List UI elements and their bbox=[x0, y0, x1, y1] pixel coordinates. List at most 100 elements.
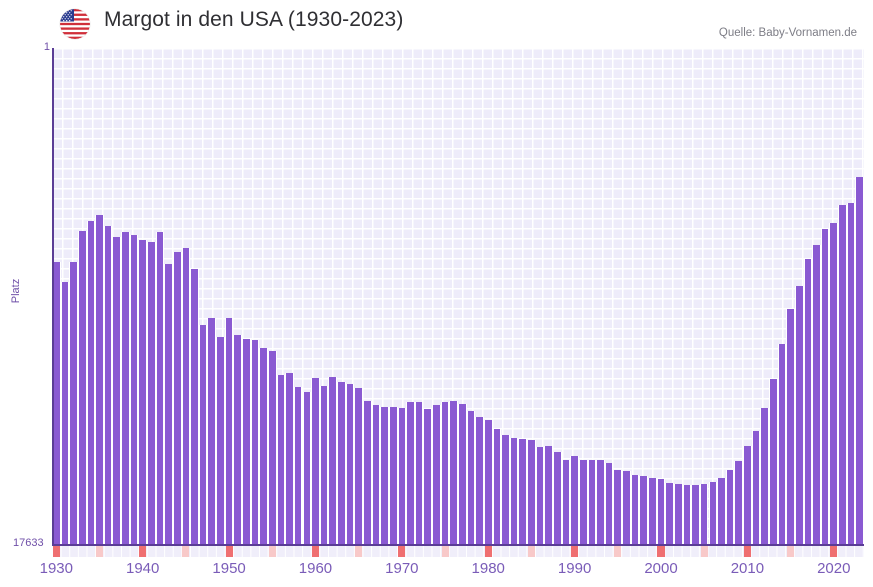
bar-1948[interactable] bbox=[207, 318, 217, 544]
bar-2002[interactable] bbox=[673, 483, 683, 544]
bar-2000[interactable] bbox=[656, 479, 666, 544]
bar-1974[interactable] bbox=[432, 405, 441, 544]
bar-2023[interactable] bbox=[855, 176, 864, 544]
bar-1980[interactable] bbox=[483, 419, 493, 544]
bar-2013[interactable] bbox=[768, 378, 778, 544]
bar-1959[interactable] bbox=[302, 392, 312, 544]
bar-1950[interactable] bbox=[224, 317, 234, 544]
bar-1978[interactable] bbox=[466, 410, 476, 544]
bar-1985[interactable] bbox=[527, 440, 536, 544]
bar-1960[interactable] bbox=[311, 378, 320, 544]
bar-1949[interactable] bbox=[216, 337, 225, 544]
bar-2005[interactable] bbox=[699, 483, 709, 544]
bar-2011[interactable] bbox=[751, 430, 761, 544]
bar-1931[interactable] bbox=[60, 282, 70, 544]
bar-1947[interactable] bbox=[198, 325, 208, 544]
x-axis-tick-strip bbox=[52, 546, 864, 557]
bar-1997[interactable] bbox=[630, 475, 640, 544]
bar-1957[interactable] bbox=[285, 373, 294, 544]
bar-series bbox=[52, 48, 864, 544]
bar-1969[interactable] bbox=[388, 407, 398, 544]
bar-1967[interactable] bbox=[371, 405, 381, 544]
bar-1968[interactable] bbox=[380, 407, 389, 544]
bar-1942[interactable] bbox=[155, 232, 165, 544]
bar-1956[interactable] bbox=[276, 375, 286, 544]
bar-1999[interactable] bbox=[648, 478, 657, 544]
bar-1982[interactable] bbox=[501, 435, 510, 544]
bar-1996[interactable] bbox=[622, 470, 631, 544]
bar-1977[interactable] bbox=[458, 403, 467, 544]
bar-1932[interactable] bbox=[69, 262, 78, 544]
bar-1998[interactable] bbox=[639, 475, 649, 544]
bar-1958[interactable] bbox=[293, 386, 303, 544]
bar-1989[interactable] bbox=[561, 460, 571, 544]
bar-1979[interactable] bbox=[475, 417, 484, 544]
bar-1965[interactable] bbox=[354, 388, 363, 544]
bar-1995[interactable] bbox=[613, 469, 623, 544]
bar-1972[interactable] bbox=[414, 402, 424, 544]
bar-1953[interactable] bbox=[250, 340, 260, 544]
bar-1939[interactable] bbox=[129, 235, 139, 544]
x-tick-minor-2005 bbox=[700, 546, 708, 557]
bar-2003[interactable] bbox=[682, 484, 692, 544]
bar-1954[interactable] bbox=[259, 348, 268, 544]
bar-1933[interactable] bbox=[77, 231, 87, 544]
x-axis-label-1940: 1940 bbox=[126, 560, 160, 577]
bar-1936[interactable] bbox=[103, 226, 113, 544]
bar-1941[interactable] bbox=[147, 242, 156, 544]
bar-1946[interactable] bbox=[190, 268, 199, 544]
bar-1934[interactable] bbox=[86, 220, 96, 544]
bar-1988[interactable] bbox=[553, 451, 562, 544]
bar-2014[interactable] bbox=[777, 343, 787, 544]
bar-1973[interactable] bbox=[423, 409, 433, 544]
bar-2007[interactable] bbox=[717, 477, 726, 544]
bar-2019[interactable] bbox=[820, 228, 830, 544]
bar-2020[interactable] bbox=[829, 222, 839, 544]
bar-2009[interactable] bbox=[734, 461, 744, 544]
bar-2021[interactable] bbox=[838, 204, 847, 544]
bar-1976[interactable] bbox=[449, 401, 458, 544]
bar-1975[interactable] bbox=[440, 401, 450, 544]
x-tick-minor-1955 bbox=[268, 546, 276, 557]
bar-2022[interactable] bbox=[846, 202, 856, 544]
bar-1971[interactable] bbox=[406, 402, 415, 544]
bar-2016[interactable] bbox=[794, 286, 804, 544]
bar-1951[interactable] bbox=[233, 334, 243, 544]
bar-1944[interactable] bbox=[172, 252, 182, 544]
bar-1955[interactable] bbox=[267, 350, 277, 544]
bar-2006[interactable] bbox=[708, 481, 718, 544]
bar-1943[interactable] bbox=[164, 264, 173, 544]
bar-1990[interactable] bbox=[570, 455, 579, 544]
bar-1935[interactable] bbox=[95, 214, 104, 544]
bar-1970[interactable] bbox=[397, 407, 407, 544]
bar-1981[interactable] bbox=[492, 429, 502, 544]
bar-1983[interactable] bbox=[509, 437, 519, 544]
bar-1937[interactable] bbox=[112, 236, 122, 544]
bar-2004[interactable] bbox=[691, 484, 700, 544]
bar-1986[interactable] bbox=[535, 446, 545, 544]
bar-2012[interactable] bbox=[760, 408, 769, 544]
bar-1987[interactable] bbox=[544, 445, 553, 544]
bar-1992[interactable] bbox=[587, 459, 597, 544]
bar-1938[interactable] bbox=[121, 232, 130, 544]
bar-2008[interactable] bbox=[725, 470, 735, 544]
bar-1966[interactable] bbox=[362, 400, 372, 544]
bar-1945[interactable] bbox=[181, 248, 191, 544]
bar-1984[interactable] bbox=[518, 439, 528, 544]
bar-2010[interactable] bbox=[743, 445, 752, 544]
bar-2015[interactable] bbox=[786, 308, 795, 544]
bar-2017[interactable] bbox=[803, 258, 813, 544]
bar-1962[interactable] bbox=[328, 377, 338, 544]
bar-1993[interactable] bbox=[596, 460, 605, 544]
bar-1991[interactable] bbox=[578, 460, 588, 544]
bar-1940[interactable] bbox=[138, 239, 147, 544]
bar-1963[interactable] bbox=[337, 381, 346, 544]
bar-1952[interactable] bbox=[242, 339, 251, 544]
bar-2001[interactable] bbox=[665, 483, 674, 544]
x-axis-line bbox=[52, 544, 864, 546]
bar-1994[interactable] bbox=[604, 462, 614, 544]
bar-2018[interactable] bbox=[812, 245, 821, 544]
bar-1961[interactable] bbox=[319, 385, 329, 544]
bar-1964[interactable] bbox=[345, 384, 355, 544]
